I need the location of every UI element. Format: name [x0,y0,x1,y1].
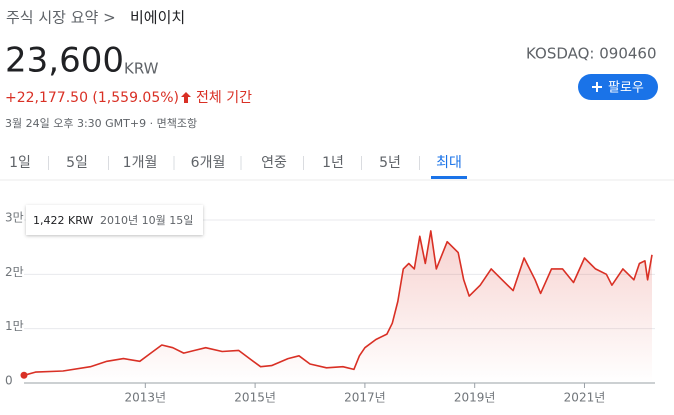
y-tick-label: 0 [5,374,13,388]
hover-point [20,371,28,379]
follow-button-bg[interactable] [578,74,658,100]
x-tick-label: 2019년 [454,391,496,405]
tab[interactable]: 6개월 [191,155,226,171]
plus-icon [592,82,602,92]
tabs: 1일 5일 1개월 6개월 연중 1년 5년 최대 [9,155,467,179]
exchange: KOSDAQ: 090460 [526,45,657,63]
currency: KRW [124,60,159,78]
price-line [23,230,653,377]
arrow-up-icon [181,92,191,103]
tab[interactable]: 1일 [9,155,31,171]
stock-name: 비에이치 [130,9,185,27]
active-tab-indicator [431,176,467,179]
price-change: +22,177.50 (1,559.05%) [5,90,179,106]
y-tick-label: 3만 [5,211,24,225]
tab[interactable]: 5일 [66,155,88,171]
tab[interactable]: 1년 [322,155,344,171]
x-tick-label: 2013년 [125,391,167,405]
follow-label[interactable]: 팔로우 [608,81,644,96]
x-tick-label: 2021년 [564,391,606,405]
period: 전체 기간 [196,90,252,106]
timestamp: 3월 24일 오후 3:30 GMT+9 · 면책조항 [5,116,197,130]
tab[interactable]: 5년 [379,155,401,171]
tooltip-box [26,205,203,235]
tab[interactable]: 최대 [436,155,462,171]
breadcrumb[interactable]: 주식 시장 요약 > [6,9,116,27]
tooltip: 1,422 KRW 2010년 10월 15일 [26,205,203,235]
x-tick-label: 2017년 [344,391,386,405]
follow-button[interactable]: 팔로우 [578,74,658,100]
x-tick-label: 2015년 [234,391,276,405]
tab[interactable]: 1개월 [123,155,158,171]
y-tick-label: 2만 [5,265,24,279]
y-tick-label: 1만 [5,319,24,333]
chart: 0 1만 2만 3만 2013년 2015년 2017년 2019년 2021년 [5,211,655,405]
tooltip-price: 1,422 KRW [33,214,93,227]
area [24,230,652,383]
price: 23,600 [5,41,124,81]
tab[interactable]: 연중 [261,155,287,171]
tooltip-date: 2010년 10월 15일 [100,213,193,227]
